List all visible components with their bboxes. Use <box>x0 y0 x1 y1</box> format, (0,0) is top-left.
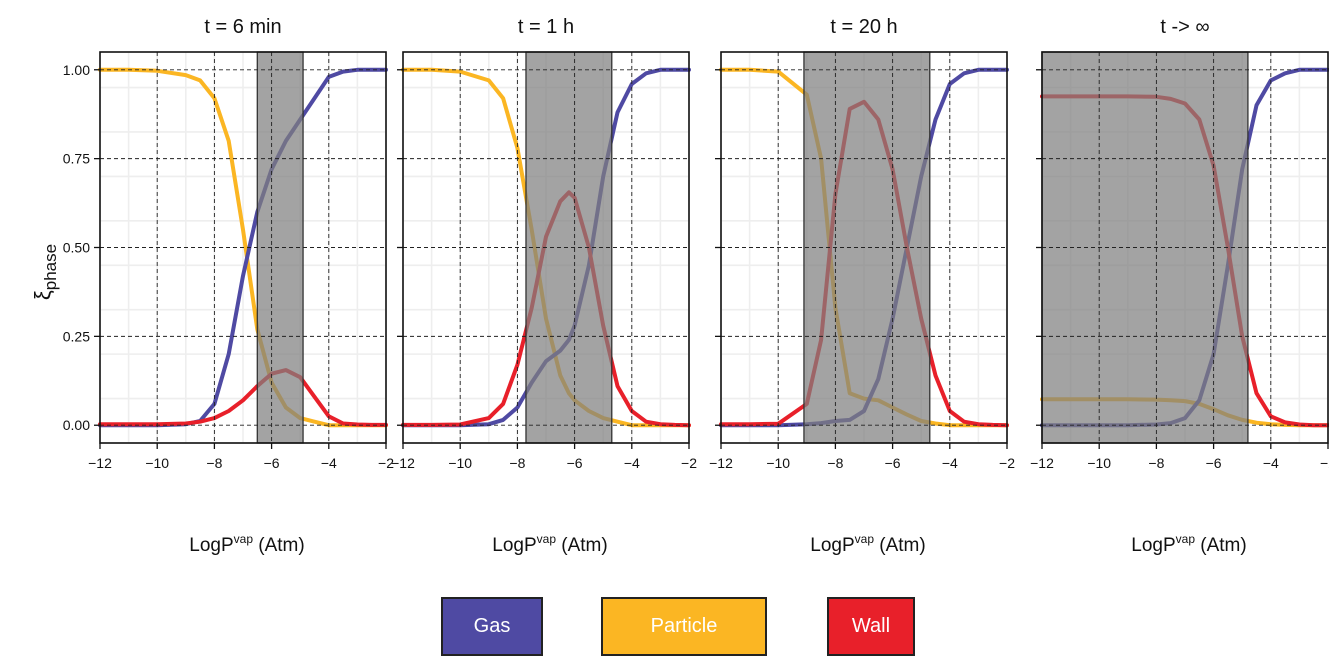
panel-title: t = 1 h <box>518 16 574 38</box>
x-tick-label: −4 <box>1263 455 1279 471</box>
shaded-band <box>803 51 931 444</box>
x-tick-label: −2 <box>378 455 394 471</box>
x-axis-label-superscript: vap <box>1176 532 1196 546</box>
x-axis-label-unit: (Atm) <box>1195 535 1247 556</box>
x-tick-label: −2 <box>681 455 697 471</box>
shaded-band <box>525 51 613 444</box>
legend-item-particle: Particle <box>601 597 767 656</box>
x-tick-label: −10 <box>448 455 472 471</box>
y-tick-label: 0.00 <box>63 417 90 433</box>
x-tick-label: −10 <box>1087 455 1111 471</box>
x-axis-label: LogPvap (Atm) <box>492 532 607 556</box>
x-tick-label: −10 <box>766 455 790 471</box>
x-tick-label: −2 <box>999 455 1015 471</box>
y-axis-symbol: ξ <box>30 290 55 300</box>
x-axis-label-main: LogP <box>810 535 854 556</box>
x-tick-label: −6 <box>885 455 901 471</box>
panel-title: t = 6 min <box>204 16 281 38</box>
x-tick-label: −12 <box>1030 455 1054 471</box>
x-axis-label-superscript: vap <box>234 532 254 546</box>
x-axis-label-unit: (Atm) <box>253 535 305 556</box>
panel-title: t = 20 h <box>830 16 897 38</box>
x-tick-label: −4 <box>624 455 640 471</box>
y-tick-label: 0.25 <box>63 328 90 344</box>
legend-item-wall: Wall <box>827 597 915 656</box>
panel-title: t -> ∞ <box>1160 16 1209 38</box>
legend-label-particle: Particle <box>650 615 718 637</box>
x-tick-label: −4 <box>942 455 958 471</box>
panel-3: −12 −10 −8 −6 −4 −2 t = 20 h LogPvap (Atm) <box>709 16 1015 556</box>
x-axis-label-superscript: vap <box>537 532 557 546</box>
y-tick-label: 0.50 <box>63 240 90 256</box>
x-tick-label: −6 <box>1206 455 1222 471</box>
x-axis-label: LogPvap (Atm) <box>810 532 925 556</box>
x-axis-label-superscript: vap <box>855 532 875 546</box>
y-axis-label: ξphase <box>30 244 60 300</box>
x-tick-label: −8 <box>206 455 222 471</box>
x-axis-label-unit: (Atm) <box>556 535 608 556</box>
x-axis-label: LogPvap (Atm) <box>189 532 304 556</box>
x-axis-label-main: LogP <box>189 535 233 556</box>
x-tick-label: −12 <box>709 455 733 471</box>
x-axis-label-unit: (Atm) <box>874 535 926 556</box>
legend-item-gas: Gas <box>441 597 543 656</box>
x-tick-label: −8 <box>827 455 843 471</box>
x-tick-label: −8 <box>1148 455 1164 471</box>
x-axis-label: LogPvap (Atm) <box>1131 532 1246 556</box>
x-tick-label: −6 <box>264 455 280 471</box>
x-tick-label: −2 <box>1320 455 1329 471</box>
y-axis-subscript: phase <box>41 244 60 290</box>
legend-label-gas: Gas <box>473 615 511 637</box>
panel-4: −12 −10 −8 −6 −4 −2 t -> ∞ LogPvap (Atm) <box>1030 16 1329 556</box>
x-axis-label-main: LogP <box>1131 535 1175 556</box>
y-tick-label: 1.00 <box>63 62 90 78</box>
x-tick-label: −12 <box>88 455 112 471</box>
panel-2: −12 −10 −8 −6 −4 −2 t = 1 h LogPvap (Atm) <box>391 16 697 556</box>
x-axis-label-main: LogP <box>492 535 536 556</box>
panel-1: −12 −10 −8 −6 −4 −2 0.00 0.25 0.50 0.75 1.00 t = 6 … <box>63 16 394 556</box>
chart-figure: ξphase −12 −10 −8 −6 −4 −2 0.00 0.25 0.50 0.75 1.00… <box>30 16 1329 556</box>
x-tick-label: −8 <box>509 455 525 471</box>
x-tick-label: −10 <box>145 455 169 471</box>
x-tick-label: −12 <box>391 455 415 471</box>
y-tick-label: 0.75 <box>63 151 90 167</box>
legend-label-wall: Wall <box>851 615 891 637</box>
x-tick-label: −4 <box>321 455 337 471</box>
x-tick-label: −6 <box>567 455 583 471</box>
